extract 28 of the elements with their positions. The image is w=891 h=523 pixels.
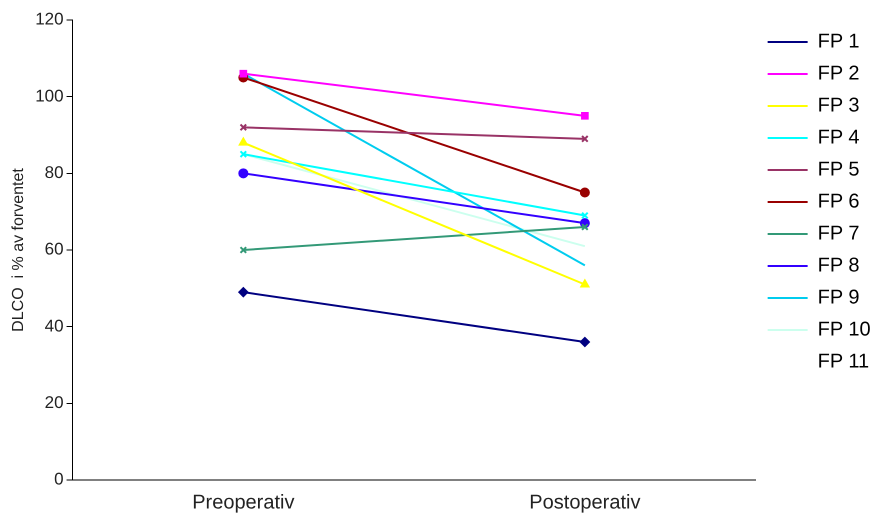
legend-label: FP 8 <box>818 254 860 277</box>
legend-label: FP 5 <box>818 158 860 181</box>
y-tick-label: 0 <box>54 470 64 489</box>
point <box>240 70 248 78</box>
legend-label: FP 4 <box>818 126 860 149</box>
point <box>238 287 248 298</box>
legend-label: FP 1 <box>818 30 860 53</box>
text: FP 11 <box>818 350 870 373</box>
legend-label: FP 10 <box>818 318 871 341</box>
y-tick-label: 40 <box>44 316 64 336</box>
point <box>580 188 590 198</box>
y-tick-label: 60 <box>44 240 64 259</box>
legend-label: FP 9 <box>818 286 860 309</box>
point <box>581 112 589 120</box>
y-tick-label: 120 <box>35 10 64 29</box>
y-tick-label: 80 <box>44 163 64 182</box>
point <box>238 168 248 178</box>
point <box>580 337 590 347</box>
x-tick-label: Preoperativ <box>192 492 294 514</box>
y-tick-label: 20 <box>44 393 64 412</box>
point <box>240 246 248 254</box>
y-axis-title: DLCO i % av forventet <box>10 168 28 332</box>
legend-label: FP 7 <box>818 222 860 245</box>
legend-label: FP 6 <box>818 190 860 213</box>
y-tick-label: 100 <box>35 86 64 106</box>
legend-label: FP 3 <box>818 94 860 117</box>
legend-label: FP 2 <box>818 62 860 85</box>
x-tick-label: Postoperativ <box>529 492 640 514</box>
